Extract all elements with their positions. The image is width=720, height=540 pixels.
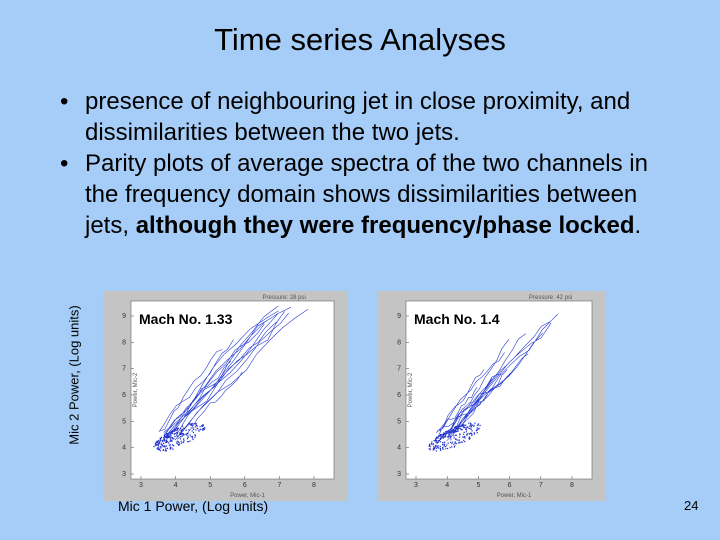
x-tick-label: 6 [243, 482, 247, 489]
x-tick-label: 5 [476, 482, 480, 489]
y-tick-label: 5 [122, 418, 126, 425]
plot-xlabel: Power, Mic-1 [230, 493, 265, 499]
bullet-end: . [634, 212, 642, 239]
x-tick-label: 3 [414, 482, 418, 489]
figure: Pressure: 42 psi Mach No. 1.4 3 4 5 6 7 8 3 4 5 6 7 8… [378, 291, 606, 501]
y-axis-label: Mic 2 Power, (Log units) [66, 305, 82, 445]
y-tick-label: 4 [122, 445, 126, 452]
trace-lines [158, 305, 309, 441]
x-tick-label: 7 [277, 482, 281, 489]
bullet-list: presence of neighbouring jet in close pr… [60, 86, 660, 241]
plot-area [405, 300, 593, 480]
figure-label: Mach No. 1.33 [139, 311, 233, 327]
plot-header: Pressure: 28 psi [263, 295, 306, 301]
plot-area [130, 300, 335, 480]
y-tick-label: 9 [122, 313, 126, 320]
x-tick-label: 4 [445, 482, 449, 489]
y-tick-label: 3 [122, 471, 126, 478]
y-tick-label: 7 [397, 366, 401, 373]
x-axis-label: Mic 1 Power, (Log units) [118, 498, 269, 514]
y-tick-label: 8 [122, 339, 126, 346]
y-tick-label: 9 [397, 313, 401, 320]
x-tick-label: 3 [139, 482, 143, 489]
y-tick-label: 5 [397, 418, 401, 425]
plot-ylabel: Power, Mic-2 [133, 372, 139, 407]
y-tick-label: 6 [397, 392, 401, 399]
bullet: Parity plots of average spectra of the t… [60, 148, 660, 241]
plot-header: Pressure: 42 psi [529, 295, 572, 301]
trace-cluster [428, 422, 481, 452]
bullet-text: Parity plots of average spectra of the t… [85, 150, 648, 239]
plot-ylabel: Power, Mic-2 [408, 372, 414, 407]
figure: Pressure: 28 psi Mach No. 1.33 3 4 5 6 7 8 3 4 5 6 7… [103, 291, 348, 501]
x-tick-label: 5 [208, 482, 212, 489]
y-tick-label: 8 [397, 339, 401, 346]
page-number: 24 [684, 498, 699, 513]
y-tick-label: 7 [122, 366, 126, 373]
x-tick-label: 4 [174, 482, 178, 489]
x-tick-label: 8 [570, 482, 574, 489]
y-tick-label: 4 [397, 445, 401, 452]
x-tick-label: 8 [312, 482, 316, 489]
plot-xlabel: Power, Mic-1 [497, 493, 532, 499]
bullet: presence of neighbouring jet in close pr… [60, 86, 660, 148]
figure-label: Mach No. 1.4 [414, 311, 500, 327]
y-tick-label: 3 [397, 471, 401, 478]
x-tick-label: 6 [508, 482, 512, 489]
bullet-bold: although they were frequency/phase locke… [135, 212, 635, 239]
slide-title: Time series Analyses [214, 22, 506, 57]
bullet-text: presence of neighbouring jet in close pr… [85, 88, 631, 146]
trace-lines [435, 313, 559, 442]
x-tick-label: 7 [539, 482, 543, 489]
trace-cluster [153, 422, 206, 452]
y-tick-label: 6 [122, 392, 126, 399]
